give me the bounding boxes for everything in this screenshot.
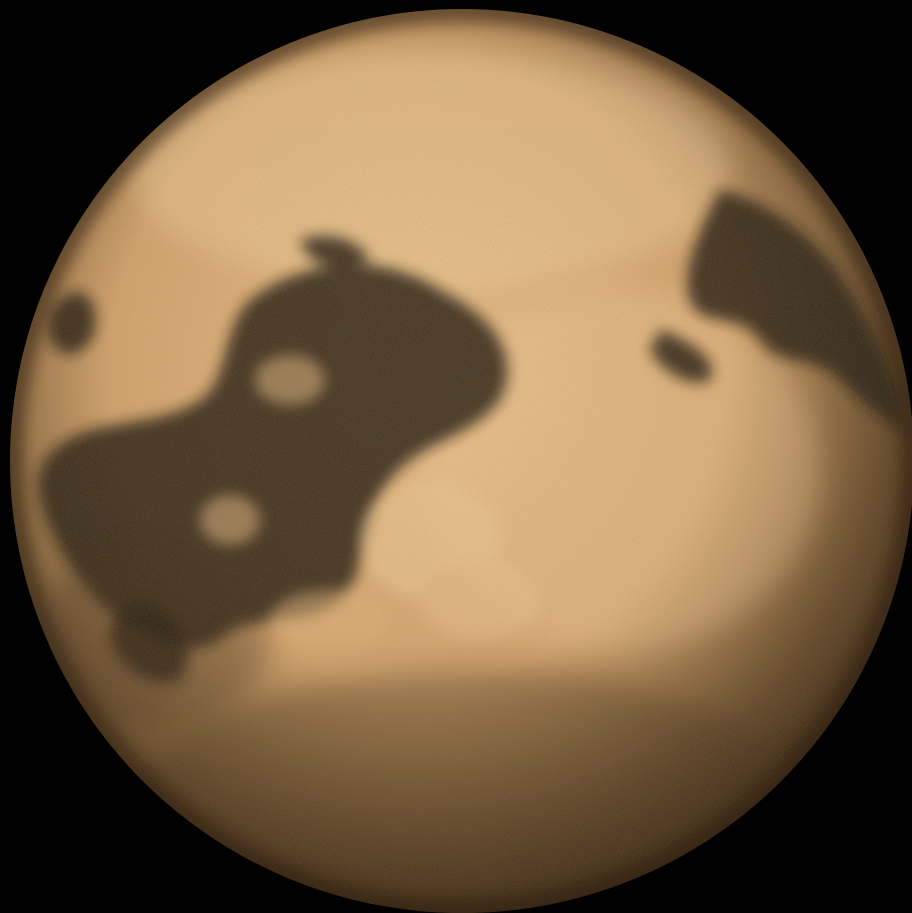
surface-grain xyxy=(10,9,912,913)
moon-disk xyxy=(10,9,912,913)
photo-scene xyxy=(10,9,912,913)
moon-image xyxy=(10,9,912,913)
